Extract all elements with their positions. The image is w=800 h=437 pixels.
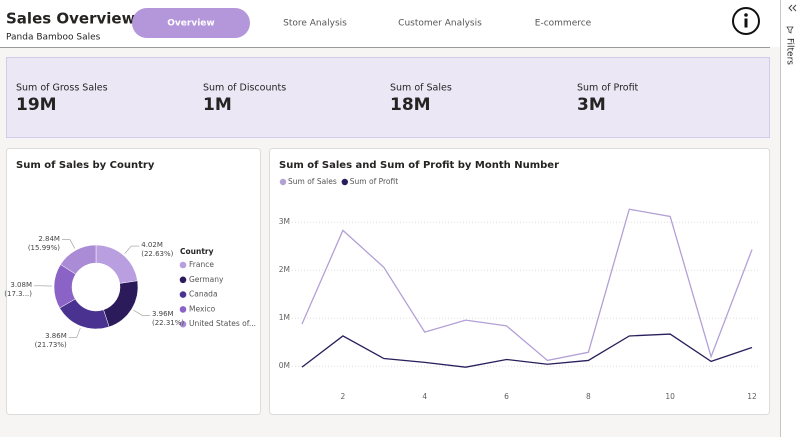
y-tick-label: 0M <box>279 361 290 370</box>
x-tick-label: 2 <box>341 392 346 401</box>
chart-title: Sum of Sales and Sum of Profit by Month … <box>279 160 559 171</box>
legend-label: Canada <box>189 290 218 299</box>
legend-swatch <box>280 179 286 185</box>
nav-tab[interactable]: Overview <box>167 19 214 29</box>
chart-title: Sum of Sales by Country <box>16 160 155 171</box>
data-label: 3.86M (21.73%) <box>21 332 67 350</box>
legend-swatch <box>180 277 187 284</box>
kpi-panel <box>7 58 770 138</box>
legend-label: France <box>189 260 214 269</box>
card <box>270 149 770 415</box>
nav-tab[interactable]: E-commerce <box>535 19 592 29</box>
x-tick-label: 8 <box>586 392 591 401</box>
y-tick-label: 1M <box>279 313 290 322</box>
legend-swatch <box>180 291 187 298</box>
side-pane-label[interactable]: Filters <box>785 38 795 65</box>
x-tick-label: 6 <box>504 392 509 401</box>
kpi-value: 18M <box>390 95 431 115</box>
legend-swatch <box>342 179 348 185</box>
legend-label: United States of... <box>189 319 256 328</box>
kpi-value: 3M <box>577 95 606 115</box>
legend-swatch <box>180 262 187 269</box>
side-pane <box>780 0 800 437</box>
kpi-label: Sum of Gross Sales <box>16 83 108 94</box>
kpi-label: Sum of Sales <box>390 83 452 94</box>
page-subtitle: Panda Bamboo Sales <box>6 33 101 43</box>
nav-tab[interactable]: Customer Analysis <box>398 19 482 29</box>
x-tick-label: 12 <box>747 392 757 401</box>
kpi-label: Sum of Profit <box>577 83 639 94</box>
data-label: 3.96M (22.31%) <box>152 310 198 328</box>
page-title: Sales Overview <box>6 10 136 28</box>
x-tick-label: 4 <box>422 392 427 401</box>
nav-tab[interactable]: Store Analysis <box>283 19 347 29</box>
kpi-label: Sum of Discounts <box>203 83 286 94</box>
data-label: 2.84M (15.99%) <box>14 235 60 253</box>
data-label: 3.08M (17.3...) <box>0 281 32 299</box>
legend-label: Sum of Profit <box>350 177 398 186</box>
kpi-value: 19M <box>16 95 57 115</box>
kpi-value: 1M <box>203 95 232 115</box>
info-button[interactable] <box>733 8 759 34</box>
legend-label: Germany <box>189 275 224 284</box>
legend-label: Sum of Sales <box>288 177 337 186</box>
y-tick-label: 2M <box>279 265 290 274</box>
data-label: 4.02M (22.63%) <box>141 241 187 259</box>
y-tick-label: 3M <box>279 217 290 226</box>
x-tick-label: 10 <box>665 392 675 401</box>
